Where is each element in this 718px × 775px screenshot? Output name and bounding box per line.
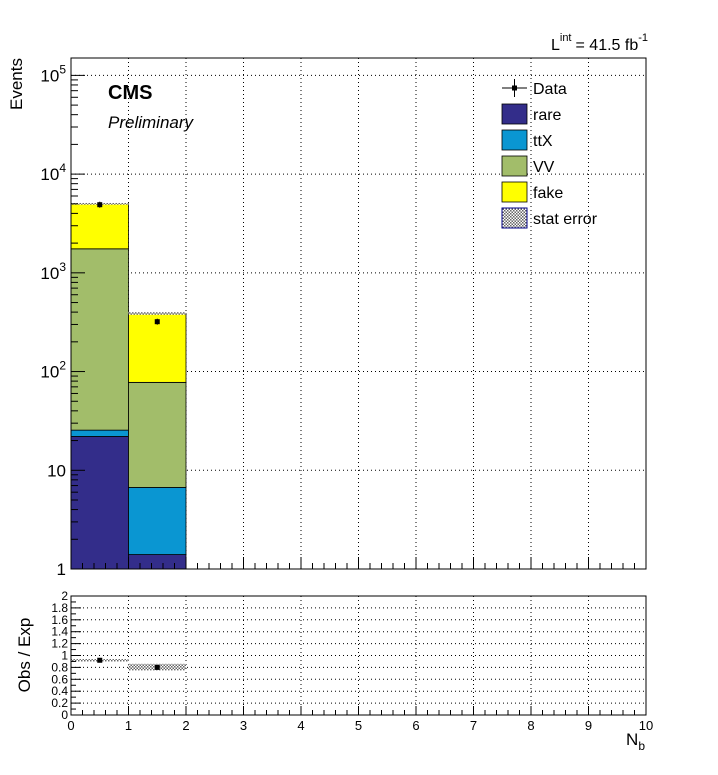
cms-label: CMS — [108, 82, 152, 104]
ratio-point — [97, 657, 103, 663]
x-tick-label: 3 — [240, 718, 247, 733]
ratio-y-tick-labels: 00.20.40.60.811.21.41.61.82 — [51, 589, 68, 722]
legend-swatch — [501, 129, 528, 151]
x-tick-label: 7 — [470, 718, 477, 733]
legend-swatch — [501, 181, 528, 203]
stat-error-band-bin-1 — [128, 312, 186, 315]
legend-entry-ttx: ttX — [501, 129, 553, 151]
ratio-y-tick-label: 0.8 — [51, 660, 68, 674]
x-tick-label: 5 — [355, 718, 362, 733]
data-point — [154, 319, 160, 325]
data-points — [97, 201, 160, 325]
x-tick-label: 9 — [585, 718, 592, 733]
ratio-y-tick-label: 1.6 — [51, 613, 68, 627]
legend-label: ttX — [533, 133, 553, 150]
ratio-y-tick-label: 0.4 — [51, 684, 68, 698]
ratio-y-tick-label: 2 — [61, 589, 68, 603]
main-y-tick-label: 10 — [47, 461, 66, 480]
legend-swatch — [501, 155, 528, 177]
legend-entry-rare: rare — [501, 103, 562, 125]
main-y-tick-label: 1 — [57, 560, 66, 579]
x-tick-labels: 0 1 2 3 4 5 6 7 8 9 10 — [67, 718, 653, 733]
x-tick-label: 1 — [125, 718, 132, 733]
ratio-points — [97, 657, 160, 670]
x-tick-label: 4 — [297, 718, 304, 733]
main-plot: 1 10 102 103 104 105 — [40, 57, 647, 579]
ratio-y-tick-label: 1.4 — [51, 625, 68, 639]
x-axis-title: Nb — [626, 730, 645, 753]
main-y-tick-label: 102 — [40, 359, 66, 382]
bar-vv-bin-0 — [70, 248, 129, 431]
main-y-tick-label: 105 — [40, 62, 66, 85]
main-y-axis-title: Events — [7, 58, 26, 110]
bar-fake-bin-1 — [128, 313, 187, 383]
x-tick-label: 6 — [412, 718, 419, 733]
legend-swatch — [501, 103, 528, 125]
ratio-y-tick-label: 0.6 — [51, 672, 68, 686]
legend-label: stat error — [533, 211, 598, 228]
lumi-label: Lint = 41.5 fb-1 — [551, 32, 648, 54]
ratio-y-tick-label: 0 — [61, 708, 68, 722]
bar-vv-bin-1 — [128, 381, 187, 488]
legend-entry-stat-error: stat error — [501, 207, 598, 229]
bar-rare-bin-0 — [70, 436, 129, 570]
legend-label: VV — [533, 159, 555, 176]
legend-label: fake — [533, 185, 563, 202]
main-y-tick-label: 104 — [40, 161, 66, 184]
x-tick-label: 10 — [639, 718, 653, 733]
ratio-y-tick-label: 0.2 — [51, 696, 68, 710]
legend-label: rare — [533, 107, 562, 124]
legend-entry-fake: fake — [501, 181, 563, 203]
main-y-tick-labels: 1 10 102 103 104 105 — [40, 62, 66, 579]
bar-fake-bin-0 — [70, 203, 129, 250]
stacked-bars — [70, 203, 187, 570]
x-tick-label: 2 — [182, 718, 189, 733]
bar-ttx-bin-1 — [128, 487, 187, 555]
ratio-y-tick-label: 1.8 — [51, 601, 68, 615]
ratio-y-tick-label: 1 — [61, 649, 68, 663]
ratio-y-tick-label: 1.2 — [51, 637, 68, 651]
ratio-plot: 00.20.40.60.811.21.41.61.82 0 1 2 3 4 5 6 7 8 9 10 — [51, 589, 653, 733]
legend-swatch — [501, 207, 528, 229]
bar-ttx-bin-0 — [70, 429, 129, 437]
legend: Data rare ttX VV fake stat error — [501, 79, 598, 229]
ratio-ticks — [70, 595, 647, 716]
ratio-y-axis-title: Obs / Exp — [15, 618, 34, 693]
bar-rare-bin-1 — [128, 554, 187, 570]
x-tick-label: 8 — [527, 718, 534, 733]
ratio-grid — [71, 596, 646, 715]
legend-entry-data: Data — [502, 79, 567, 98]
x-tick-label: 0 — [67, 718, 74, 733]
ratio-point — [154, 664, 160, 670]
data-point — [97, 202, 103, 208]
legend-entry-vv: VV — [501, 155, 555, 177]
legend-marker — [512, 85, 517, 91]
ratio-error-bands — [71, 659, 186, 671]
legend-label: Data — [533, 81, 567, 98]
main-ticks — [70, 74, 647, 570]
main-y-tick-label: 103 — [40, 260, 66, 283]
preliminary-label: Preliminary — [108, 113, 195, 132]
